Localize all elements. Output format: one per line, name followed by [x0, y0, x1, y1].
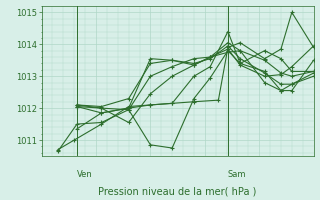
Text: Sam: Sam: [228, 170, 246, 179]
Text: Ven: Ven: [77, 170, 93, 179]
Text: Pression niveau de la mer( hPa ): Pression niveau de la mer( hPa ): [99, 187, 257, 197]
